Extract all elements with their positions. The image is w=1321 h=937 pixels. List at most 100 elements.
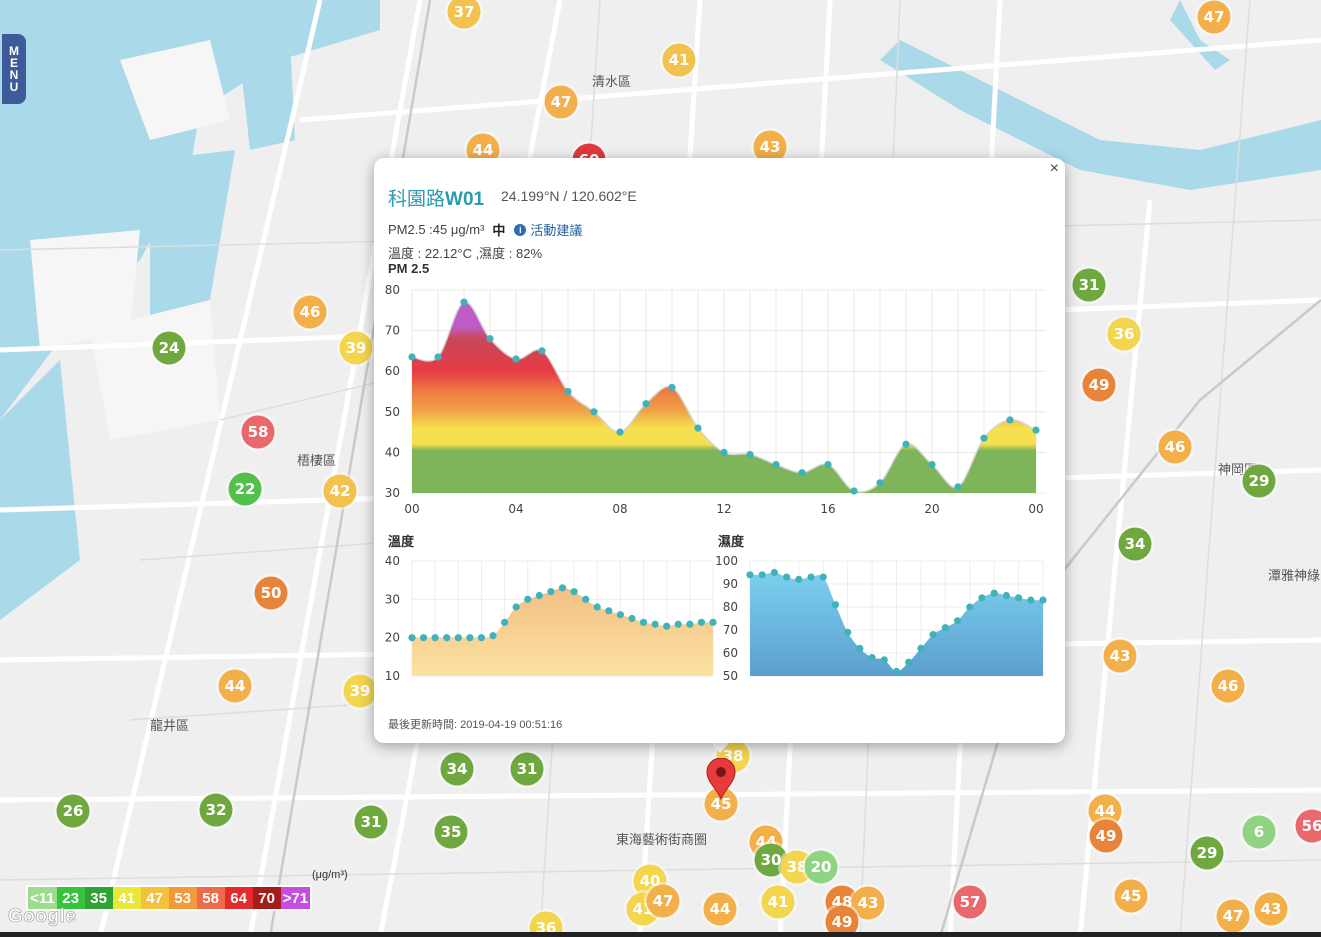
legend-scale: <11 23 35 41 47 53 58 64 70 >71 <box>26 885 313 911</box>
station-marker[interactable]: 43 <box>1252 890 1290 928</box>
temperature-point <box>477 634 486 642</box>
station-marker-value: 43 <box>1261 900 1282 918</box>
station-marker-value: 29 <box>1197 844 1218 862</box>
station-marker[interactable]: 34 <box>1116 525 1154 563</box>
station-marker[interactable]: 29 <box>1240 462 1278 500</box>
temperature-point <box>628 614 636 623</box>
temperature-point <box>616 611 624 619</box>
station-marker-value: 45 <box>1121 887 1142 905</box>
station-marker[interactable]: 43 <box>1101 637 1139 675</box>
station-marker[interactable]: 45 <box>702 785 740 823</box>
menu-button[interactable]: M E N U <box>2 34 26 104</box>
station-marker-value: 57 <box>960 893 981 911</box>
station-marker-value: 41 <box>768 893 789 911</box>
legend-item: 53 <box>168 887 197 909</box>
station-marker[interactable]: 47 <box>542 83 580 121</box>
station-marker[interactable]: 31 <box>352 803 390 841</box>
pm25-point <box>460 298 468 306</box>
station-marker-value: 35 <box>441 823 462 841</box>
station-marker[interactable]: 58 <box>239 413 277 451</box>
humidity-point <box>880 656 888 664</box>
y-tick-label: 60 <box>385 364 400 378</box>
popup-tip <box>709 741 731 753</box>
pm25-point <box>954 483 962 491</box>
station-marker[interactable]: 34 <box>438 750 476 788</box>
station-marker-value: 41 <box>669 51 690 69</box>
station-marker[interactable]: 6 <box>1240 813 1278 851</box>
station-marker[interactable]: 49 <box>823 903 861 937</box>
station-marker[interactable]: 24 <box>150 329 188 367</box>
station-marker[interactable]: 29 <box>1188 834 1226 872</box>
station-marker[interactable]: 47 <box>644 882 682 920</box>
station-marker-value: 46 <box>1165 438 1186 456</box>
close-button[interactable]: × <box>1049 160 1059 177</box>
station-marker[interactable]: 36 <box>527 909 565 937</box>
station-marker[interactable]: 37 <box>445 0 483 31</box>
station-marker[interactable]: 47 <box>1214 897 1252 935</box>
pm25-point <box>486 335 494 343</box>
station-marker[interactable]: 26 <box>54 792 92 830</box>
y-tick-label: 10 <box>385 669 400 683</box>
menu-letter: N <box>9 68 19 82</box>
legend-item: <11 <box>28 887 57 909</box>
temperature-point <box>501 618 509 626</box>
humidity-point <box>929 631 937 639</box>
station-marker[interactable]: 44 <box>701 890 739 928</box>
station-marker[interactable]: 46 <box>1209 667 1247 705</box>
humidity-point <box>1039 596 1047 604</box>
humidity-chart-title: 濕度 <box>718 534 745 549</box>
station-marker[interactable]: 46 <box>1156 428 1194 466</box>
temperature-point <box>558 584 567 592</box>
activity-advice-link[interactable]: 活動建議 <box>530 223 583 238</box>
temperature-point <box>443 634 451 642</box>
station-marker[interactable]: 41 <box>660 41 698 79</box>
station-marker[interactable]: 39 <box>337 329 375 367</box>
station-marker[interactable]: 20 <box>802 848 840 886</box>
station-marker[interactable]: 38 <box>778 848 816 886</box>
station-marker-value: 56 <box>1302 817 1321 835</box>
station-marker[interactable]: 31 <box>508 750 546 788</box>
station-marker[interactable]: 50 <box>252 574 290 612</box>
legend-item: 58 <box>196 887 225 909</box>
y-tick-label: 40 <box>385 445 400 459</box>
station-marker-value: 29 <box>1249 472 1270 490</box>
station-marker[interactable]: 42 <box>321 472 359 510</box>
humidity-point <box>868 654 876 662</box>
menu-letter: U <box>9 80 19 94</box>
station-marker[interactable]: 31 <box>1070 266 1108 304</box>
station-marker[interactable]: 49 <box>1080 366 1118 404</box>
station-marker[interactable]: 22 <box>226 470 264 508</box>
humidity-point <box>978 594 986 602</box>
location-pin-icon[interactable] <box>706 758 736 800</box>
pm25-point <box>564 387 572 396</box>
district-label: 梧棲區 <box>297 454 336 469</box>
temperature-point <box>582 595 590 603</box>
station-marker[interactable]: 45 <box>1112 877 1150 915</box>
station-marker[interactable]: 35 <box>432 813 470 851</box>
humidity-point <box>966 603 974 611</box>
station-marker[interactable]: 32 <box>197 791 235 829</box>
pm25-area <box>412 301 1036 493</box>
pm25-point <box>1006 416 1014 424</box>
pm25-point <box>824 460 832 469</box>
station-marker[interactable]: 56 <box>1293 807 1321 845</box>
x-tick-label: 00 <box>404 502 419 516</box>
station-marker[interactable]: 36 <box>1105 315 1143 353</box>
pm25-point <box>772 460 780 469</box>
humidity-point <box>856 644 864 652</box>
station-marker[interactable]: 43 <box>849 884 887 922</box>
station-marker[interactable]: 46 <box>291 293 329 331</box>
info-icon[interactable]: i <box>514 223 527 236</box>
station-marker[interactable]: 39 <box>341 672 379 710</box>
station-marker[interactable]: 44 <box>1086 792 1124 830</box>
station-marker-value: 34 <box>1125 535 1146 553</box>
station-marker[interactable]: 43 <box>751 128 789 166</box>
station-marker[interactable]: 44 <box>216 667 254 705</box>
station-marker[interactable]: 41 <box>759 883 797 921</box>
temperature-chart-title: 溫度 <box>388 534 415 549</box>
station-marker[interactable]: 47 <box>1195 0 1233 36</box>
temperature-point <box>547 588 555 596</box>
station-marker[interactable]: 30 <box>752 841 790 879</box>
station-marker[interactable]: 49 <box>1087 817 1125 855</box>
station-marker[interactable]: 57 <box>951 883 989 921</box>
